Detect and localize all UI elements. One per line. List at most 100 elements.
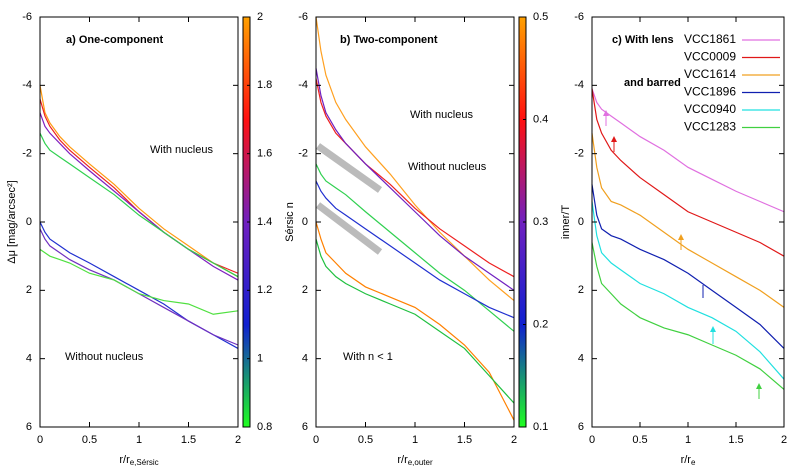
colorbar-tick-label: 0.5: [533, 11, 548, 23]
x-tick-label: 2: [781, 434, 787, 446]
y-tick-label: -4: [574, 79, 584, 91]
x-tick-label: 1: [412, 434, 418, 446]
annotation: Without nucleus: [408, 161, 487, 173]
x-axis-label: r/re,outer: [397, 454, 433, 467]
colorbar-tick-label: 1.6: [257, 148, 272, 160]
arrows: [603, 110, 762, 399]
legend-label: VCC0009: [684, 50, 736, 64]
series-line: [315, 68, 515, 291]
series-line: [315, 78, 515, 278]
y-tick-label: -6: [298, 11, 308, 23]
series-line: [39, 98, 239, 274]
legend-label: VCC1861: [684, 32, 736, 46]
y-tick-label: 6: [302, 421, 308, 433]
x-tick-label: 0.5: [82, 434, 97, 446]
series-line: [39, 85, 239, 278]
y-tick-label: -6: [574, 11, 584, 23]
y-tick-label: 4: [26, 353, 32, 365]
annotation: With nucleus: [410, 109, 473, 121]
y-tick-label: 0: [302, 216, 308, 228]
x-tick-label: 0: [589, 434, 595, 446]
y-tick-label: 4: [302, 353, 308, 365]
colorbar-tick-label: 0.2: [533, 318, 548, 330]
colorbar-tick-label: 0.8: [257, 421, 272, 433]
x-tick-label: 0: [37, 434, 43, 446]
series-line: [315, 163, 515, 332]
series-line: [591, 242, 785, 390]
annotation: a) One-component: [66, 34, 164, 46]
y-tick-label: 6: [578, 421, 584, 433]
y-tick-label: -6: [22, 11, 32, 23]
y-tick-label: -2: [298, 148, 308, 160]
y-tick-label: -4: [22, 79, 32, 91]
colorbar-tick-label: 0.1: [533, 421, 548, 433]
series-line: [39, 248, 239, 315]
series-line: [39, 132, 239, 278]
legend-label: VCC1896: [684, 85, 736, 99]
plot-frame: [39, 16, 239, 428]
y-tick-label: 0: [26, 216, 32, 228]
gray-band: [315, 143, 383, 193]
x-tick-label: 0.5: [358, 434, 373, 446]
y-tick-label: -4: [298, 79, 308, 91]
x-tick-label: 2: [235, 434, 241, 446]
x-label-sub: e: [691, 458, 696, 467]
series-line: [591, 201, 785, 380]
series-line: [39, 221, 239, 349]
colorbar-tick-label: 0.3: [533, 216, 548, 228]
series-line: [591, 184, 785, 349]
x-tick-label: 1.5: [457, 434, 472, 446]
x-tick-label: 1.5: [181, 434, 196, 446]
colorbar-tick-label: 1.8: [257, 79, 272, 91]
x-tick-label: 2: [511, 434, 517, 446]
colorbar-label: Sérsic n: [284, 202, 296, 242]
x-tick-label: 1: [685, 434, 691, 446]
x-axis-label: r/re: [681, 454, 696, 467]
colorbar-tick-label: 2: [257, 11, 263, 23]
y-axis-label: Δμ [mag/arcsec²]: [6, 180, 18, 263]
series-line: [39, 228, 239, 346]
x-axis-label: r/re,Sérsic: [119, 454, 158, 467]
x-label-text: r/r: [681, 454, 692, 466]
colorbar-label: inner/T: [560, 205, 572, 240]
annotation: With n < 1: [343, 351, 393, 363]
series-line: [315, 180, 515, 319]
annotation: and barred: [624, 77, 681, 89]
colorbar-tick-label: 1: [257, 353, 263, 365]
y-tick-label: 2: [578, 284, 584, 296]
colorbar-tick-label: 0.4: [533, 113, 548, 125]
annotation: c) With lens: [612, 34, 674, 46]
annotation: b) Two-component: [340, 34, 438, 46]
x-label-sub: e,outer: [408, 458, 433, 467]
decorations: [315, 110, 762, 399]
legend-label: VCC0940: [684, 102, 736, 116]
series-line: [591, 88, 785, 213]
y-tick-label: 2: [302, 284, 308, 296]
annotation: Without nucleus: [65, 351, 144, 363]
x-tick-label: 0.5: [632, 434, 647, 446]
x-label-text: r/r: [397, 454, 408, 466]
x-label-sub: e,Sérsic: [130, 458, 159, 467]
series-line: [315, 16, 515, 302]
y-tick-label: -2: [22, 148, 32, 160]
legend-label: VCC1283: [684, 120, 736, 134]
x-tick-label: 1.5: [728, 434, 743, 446]
series-line: [591, 133, 785, 308]
colorbar-tick-label: 1.4: [257, 216, 272, 228]
series-line: [39, 112, 239, 281]
x-label-text: r/r: [119, 454, 130, 466]
y-tick-label: 2: [26, 284, 32, 296]
series-line: [591, 88, 785, 257]
annotation: With nucleus: [150, 144, 213, 156]
colorbar-tick-label: 1.2: [257, 284, 272, 296]
y-tick-label: 0: [578, 216, 584, 228]
x-tick-label: 0: [313, 434, 319, 446]
legend-label: VCC1614: [684, 67, 736, 81]
y-tick-label: 6: [26, 421, 32, 433]
series-line: [315, 238, 515, 404]
y-tick-label: -2: [574, 148, 584, 160]
y-tick-label: 4: [578, 353, 584, 365]
gray-band: [315, 202, 383, 255]
x-tick-label: 1: [136, 434, 142, 446]
